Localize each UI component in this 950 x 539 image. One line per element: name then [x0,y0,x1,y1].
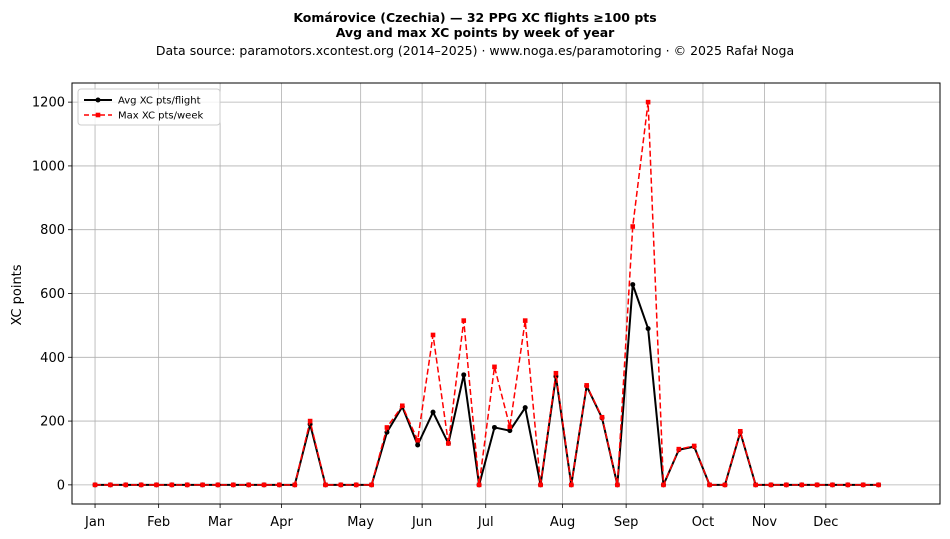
data-point [138,482,144,488]
axes: 0 200 400 600 800 1000 1200 Jan Feb Mar Apr May Jun J… [32,96,839,530]
data-point [246,482,251,488]
data-point [446,441,451,446]
data-point [461,372,467,378]
data-point [522,405,528,411]
data-point [599,414,605,420]
x-tick-label: Feb [147,515,170,530]
chart-source: Data source: paramotors.xcontest.org (20… [155,43,795,58]
x-tick-label: Oct [692,515,714,530]
data-point [507,424,513,430]
legend: Avg XC pts/flight Max XC pts/week [77,88,221,126]
data-point [768,482,774,488]
x-tick-label: Jul [477,515,494,530]
data-point [845,482,851,488]
data-point [691,443,697,449]
data-point [507,428,513,434]
data-point [169,482,175,488]
series-layer [92,99,882,488]
data-point [630,224,636,229]
y-tick-label: 400 [40,351,65,366]
data-point [615,482,620,488]
x-tick-label: Dec [813,515,838,530]
data-point [292,482,298,488]
data-point [661,482,666,488]
x-tick-label: May [347,515,374,530]
data-point [323,482,328,488]
data-point [645,326,651,332]
data-point [215,482,221,488]
data-point [154,482,159,488]
data-point [92,482,98,488]
legend-marker [95,97,101,103]
data-point [860,482,866,488]
y-tick-label: 1200 [32,96,65,111]
legend-label: Avg XC pts/flight [118,96,201,107]
chart-title: Komárovice (Czechia) — 32 PPG XC flights… [293,10,657,25]
data-point [476,482,482,488]
chart-subtitle: Avg and max XC points by week of year [335,25,615,40]
data-point [231,482,236,488]
data-point [707,482,712,488]
data-point [353,482,359,488]
data-point [753,482,758,488]
data-point [722,482,728,488]
data-point [384,429,390,435]
data-point [568,482,574,488]
x-tick-label: Mar [208,515,233,530]
grid [72,83,940,504]
data-point [415,437,420,443]
data-point [277,482,282,488]
data-point [108,482,113,488]
y-tick-label: 600 [40,287,65,302]
data-point [338,482,344,488]
data-point [491,424,497,430]
y-tick-label: 1000 [32,159,65,174]
data-point [384,425,390,430]
series-avg [92,282,882,488]
x-tick-label: Aug [550,515,575,530]
data-point [415,442,421,448]
data-point [876,482,881,488]
x-tick-label: Jan [84,515,105,530]
y-tick-label: 0 [57,478,65,493]
data-point [522,318,528,323]
data-point [799,482,805,488]
series-max [92,99,881,488]
series-line [95,283,879,486]
x-tick-label: Jun [411,515,432,530]
data-point [200,482,205,488]
data-point [369,482,374,488]
data-point [676,446,682,452]
y-tick-label: 800 [40,223,65,238]
data-point [430,409,436,415]
data-point [584,383,589,388]
series-line [95,101,879,486]
x-tick-label: Nov [752,515,778,530]
data-point [261,482,267,488]
legend-label: Max XC pts/week [118,111,203,122]
data-point [461,318,467,323]
data-point [630,282,636,288]
legend-box [77,88,221,126]
data-point [784,482,789,488]
data-point [814,482,820,488]
y-tick-label: 200 [40,415,65,430]
data-point [553,370,559,376]
data-point [123,482,129,488]
data-point [400,403,405,409]
data-point [830,482,835,488]
legend-marker [95,112,101,118]
data-point [184,482,190,488]
data-point [645,99,651,105]
data-point [307,418,313,424]
data-point [430,332,436,338]
y-axis-label: XC points [10,264,25,325]
x-tick-label: Apr [270,515,293,530]
data-point [538,482,543,488]
x-tick-label: Sep [614,515,639,530]
data-point [492,364,497,370]
data-point [737,428,743,434]
